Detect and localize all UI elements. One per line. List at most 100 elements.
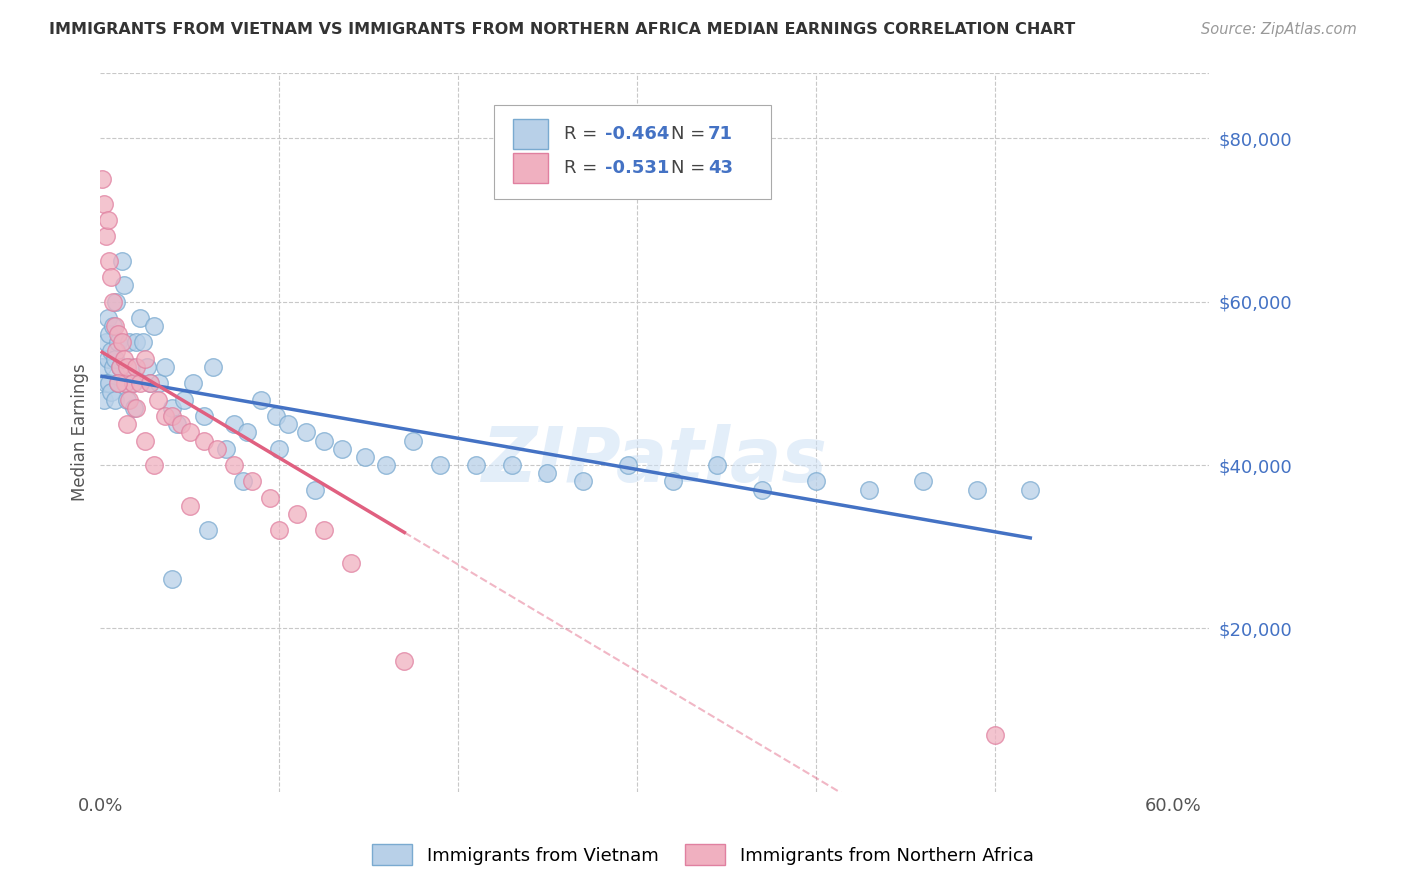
Point	[312, 434, 335, 448]
Point	[277, 417, 299, 432]
Point	[183, 376, 205, 391]
Point	[96, 310, 118, 325]
Y-axis label: Median Earnings: Median Earnings	[72, 364, 89, 501]
Point	[125, 359, 148, 374]
Point	[402, 434, 425, 448]
Point	[114, 376, 136, 391]
Point	[153, 409, 176, 423]
Point	[429, 458, 451, 472]
Point	[107, 327, 129, 342]
Point	[134, 434, 156, 448]
Point	[264, 409, 287, 423]
Point	[104, 319, 127, 334]
Point	[1019, 483, 1042, 497]
Point	[120, 359, 142, 374]
Point	[128, 376, 150, 391]
Point	[804, 475, 827, 489]
Point	[114, 376, 136, 391]
Point	[139, 376, 162, 391]
Point	[107, 376, 129, 391]
Text: -0.531: -0.531	[605, 159, 669, 177]
Point	[232, 475, 254, 489]
Point	[295, 425, 318, 440]
Point	[202, 359, 225, 374]
Text: N =: N =	[671, 159, 711, 177]
Point	[193, 409, 215, 423]
Point	[115, 417, 138, 432]
Point	[128, 310, 150, 325]
Point	[339, 556, 361, 570]
Point	[132, 335, 155, 350]
Point	[179, 425, 201, 440]
Point	[312, 524, 335, 538]
Point	[93, 392, 115, 407]
Point	[125, 335, 148, 350]
Point	[139, 376, 162, 391]
Point	[101, 359, 124, 374]
Text: R =: R =	[564, 159, 603, 177]
Point	[536, 466, 558, 480]
Point	[354, 450, 377, 464]
Point	[100, 343, 122, 358]
Point	[464, 458, 486, 472]
Point	[98, 253, 121, 268]
Bar	[513, 153, 548, 183]
Point	[96, 213, 118, 227]
Point	[121, 376, 143, 391]
Point	[101, 294, 124, 309]
Point	[501, 458, 523, 472]
Point	[143, 319, 166, 334]
Point	[160, 572, 183, 586]
Legend: Immigrants from Vietnam, Immigrants from Northern Africa: Immigrants from Vietnam, Immigrants from…	[366, 837, 1040, 872]
Point	[118, 335, 141, 350]
Point	[135, 359, 157, 374]
Point	[91, 172, 114, 186]
Point	[104, 351, 127, 366]
Point	[148, 376, 170, 391]
Point	[108, 359, 131, 374]
Point	[330, 442, 353, 456]
Point	[91, 359, 114, 374]
Point	[108, 359, 131, 374]
Point	[134, 351, 156, 366]
Point	[173, 392, 195, 407]
Point	[124, 401, 146, 415]
Point	[269, 524, 291, 538]
Text: R =: R =	[564, 125, 603, 143]
Point	[94, 229, 117, 244]
Point	[105, 294, 128, 309]
Point	[197, 524, 219, 538]
Point	[121, 376, 143, 391]
Point	[170, 417, 193, 432]
Point	[143, 458, 166, 472]
Point	[96, 351, 118, 366]
Point	[112, 278, 135, 293]
Text: -0.464: -0.464	[605, 125, 669, 143]
Point	[259, 491, 281, 505]
Point	[858, 483, 880, 497]
Point	[617, 458, 640, 472]
Text: N =: N =	[671, 125, 711, 143]
Point	[93, 196, 115, 211]
Point	[751, 483, 773, 497]
Point	[104, 392, 127, 407]
Point	[105, 343, 128, 358]
Point	[983, 727, 1005, 741]
Point	[111, 253, 134, 268]
Point	[236, 425, 259, 440]
Point	[107, 335, 129, 350]
Point	[100, 270, 122, 285]
Point	[375, 458, 398, 472]
Point	[166, 417, 188, 432]
Point	[146, 392, 169, 407]
Point	[98, 376, 121, 391]
Point	[661, 475, 683, 489]
Point	[205, 442, 228, 456]
Point	[94, 335, 117, 350]
Bar	[513, 119, 548, 149]
FancyBboxPatch shape	[494, 105, 770, 199]
Point	[193, 434, 215, 448]
Point	[240, 475, 263, 489]
Text: IMMIGRANTS FROM VIETNAM VS IMMIGRANTS FROM NORTHERN AFRICA MEDIAN EARNINGS CORRE: IMMIGRANTS FROM VIETNAM VS IMMIGRANTS FR…	[49, 22, 1076, 37]
Point	[118, 392, 141, 407]
